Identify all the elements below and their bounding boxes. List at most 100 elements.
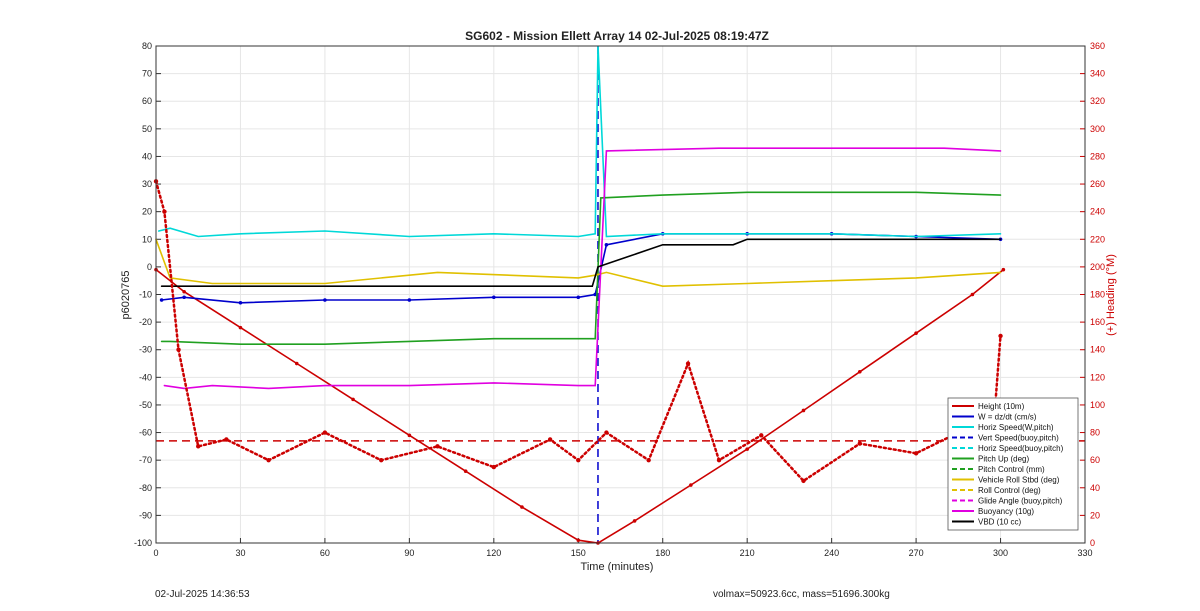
- plot-area: 0 30 60 90 120 150 180 210 240 270 300 330807060504…: [134, 41, 1105, 558]
- data-point-height-10m: [463, 469, 468, 474]
- data-point-height-10m: [351, 397, 355, 402]
- data-point-heading: [176, 347, 181, 352]
- data-point-heading: [322, 430, 328, 435]
- data-point-height-10m: [801, 408, 806, 413]
- legend-label: Buoyancy (10g): [978, 507, 1034, 516]
- y-right-tick-label: 200: [1090, 262, 1105, 272]
- footer-timestamp: 02-Jul-2025 14:36:53: [155, 589, 250, 600]
- series-line-horiz-speed-w-pitch: [158, 45, 1002, 238]
- y-left-tick-label: 30: [142, 179, 152, 189]
- data-point-heading: [196, 444, 201, 449]
- data-point-heading: [266, 457, 271, 463]
- x-tick-label: 120: [486, 548, 501, 558]
- data-point-heading: [857, 441, 862, 446]
- y-right-tick-label: 0: [1090, 538, 1095, 548]
- data-point-height-10m: [238, 325, 243, 330]
- y-right-tick-label: 280: [1090, 151, 1105, 161]
- data-point-height-10m: [689, 483, 693, 487]
- data-point-heading: [435, 444, 440, 449]
- data-point-w-dz-dt-cm-s: [593, 292, 597, 297]
- y-right-tick-label: 340: [1090, 69, 1105, 79]
- series-line-height-10m: [155, 268, 1005, 544]
- y-left-tick-label: 80: [142, 41, 152, 51]
- y-right-tick-label: 40: [1090, 483, 1100, 493]
- data-point-heading: [685, 361, 691, 366]
- data-point-w-dz-dt-cm-s: [407, 298, 412, 302]
- y-left-tick-label: 40: [142, 151, 152, 161]
- legend-label: Horiz Speed(buoy,pitch): [978, 444, 1064, 453]
- data-point-w-dz-dt-cm-s: [238, 300, 243, 305]
- y-right-tick-label: 240: [1090, 207, 1105, 217]
- data-point-height-10m: [576, 538, 581, 543]
- data-point-height-10m: [914, 331, 918, 335]
- data-point-w-dz-dt-cm-s: [323, 298, 327, 302]
- y-left-tick-label: -60: [139, 428, 152, 438]
- y-left-tick-label: -40: [139, 372, 152, 382]
- chart-title: SG602 - Mission Ellett Array 14 02-Jul-2…: [465, 29, 769, 43]
- y-left-tick-label: -10: [139, 290, 152, 300]
- y-right-tick-label: 80: [1090, 428, 1100, 438]
- y-right-tick-label: 120: [1090, 372, 1105, 382]
- data-point-heading: [716, 457, 722, 463]
- y-left-tick-label: 10: [142, 234, 152, 244]
- legend-box: [947, 397, 1079, 531]
- data-point-heading: [801, 478, 806, 484]
- y-left-tick-label: -20: [139, 317, 152, 327]
- x-tick-label: 30: [235, 548, 245, 558]
- legend-label: Pitch Up (deg): [978, 455, 1029, 464]
- y-right-tick-label: 60: [1090, 455, 1100, 465]
- data-point-heading: [547, 437, 553, 442]
- y-axis-label-right: (+) Heading (°M): [1105, 254, 1117, 336]
- series-line-glide-angle-buoy-pitch: [163, 147, 1002, 390]
- y-left-tick-label: -50: [139, 400, 152, 410]
- legend-label: Roll Control (deg): [978, 486, 1041, 495]
- y-left-tick-label: 0: [147, 262, 152, 272]
- legend-label: Pitch Control (mm): [978, 465, 1045, 474]
- data-point-height-10m: [857, 370, 862, 374]
- x-tick-label: 240: [824, 548, 839, 558]
- legend-label: Height (10m): [978, 402, 1025, 411]
- y-right-tick-label: 160: [1090, 317, 1105, 327]
- data-point-w-dz-dt-cm-s: [576, 295, 581, 300]
- x-axis-label: Time (minutes): [581, 561, 654, 573]
- y-left-tick-label: -80: [139, 483, 152, 493]
- data-point-heading: [491, 464, 497, 470]
- data-point-height-10m: [970, 292, 975, 297]
- y-left-tick-label: 50: [142, 124, 152, 134]
- legend-label: Vehicle Roll Stbd (deg): [978, 476, 1060, 485]
- legend-label: Vert Speed(buoy,pitch): [978, 434, 1059, 443]
- legend-label: Horiz Speed(W,pitch): [978, 423, 1054, 432]
- x-tick-label: 300: [993, 548, 1008, 558]
- data-point-height-10m: [520, 505, 524, 509]
- x-tick-label: 60: [320, 548, 330, 558]
- data-point-heading: [913, 451, 919, 456]
- y-right-tick-label: 260: [1090, 179, 1105, 189]
- series-line-vbd-10-cc: [160, 238, 1002, 288]
- y-right-tick-label: 140: [1090, 345, 1105, 355]
- y-right-tick-label: 300: [1090, 124, 1105, 134]
- plot-border: [155, 45, 1086, 544]
- y-left-tick-label: 20: [142, 207, 152, 217]
- y-left-tick-label: 70: [142, 69, 152, 79]
- data-point-w-dz-dt-cm-s: [182, 295, 186, 300]
- x-tick-label: 270: [909, 548, 924, 558]
- y-right-tick-label: 320: [1090, 96, 1105, 106]
- data-point-height-10m: [182, 289, 186, 294]
- data-point-height-10m: [1001, 267, 1006, 272]
- legend-label: Glide Angle (buoy,pitch): [978, 497, 1063, 506]
- series-line-pitch-up-deg: [160, 191, 1002, 346]
- y-axis-label-left: p6020765: [120, 271, 132, 320]
- legend-label: VBD (10 cc): [978, 518, 1021, 527]
- y-right-tick-label: 20: [1090, 510, 1100, 520]
- y-left-tick-label: 60: [142, 96, 152, 106]
- x-tick-label: 150: [571, 548, 586, 558]
- data-point-heading: [646, 457, 651, 463]
- y-left-tick-label: -70: [139, 455, 152, 465]
- y-left-tick-label: -90: [139, 510, 152, 520]
- data-point-heading: [379, 457, 384, 463]
- data-point-heading: [162, 209, 167, 214]
- x-tick-label: 0: [153, 548, 158, 558]
- footer-mass-info: volmax=50923.6cc, mass=51696.300kg: [713, 589, 890, 600]
- y-left-tick-label: -100: [134, 538, 152, 548]
